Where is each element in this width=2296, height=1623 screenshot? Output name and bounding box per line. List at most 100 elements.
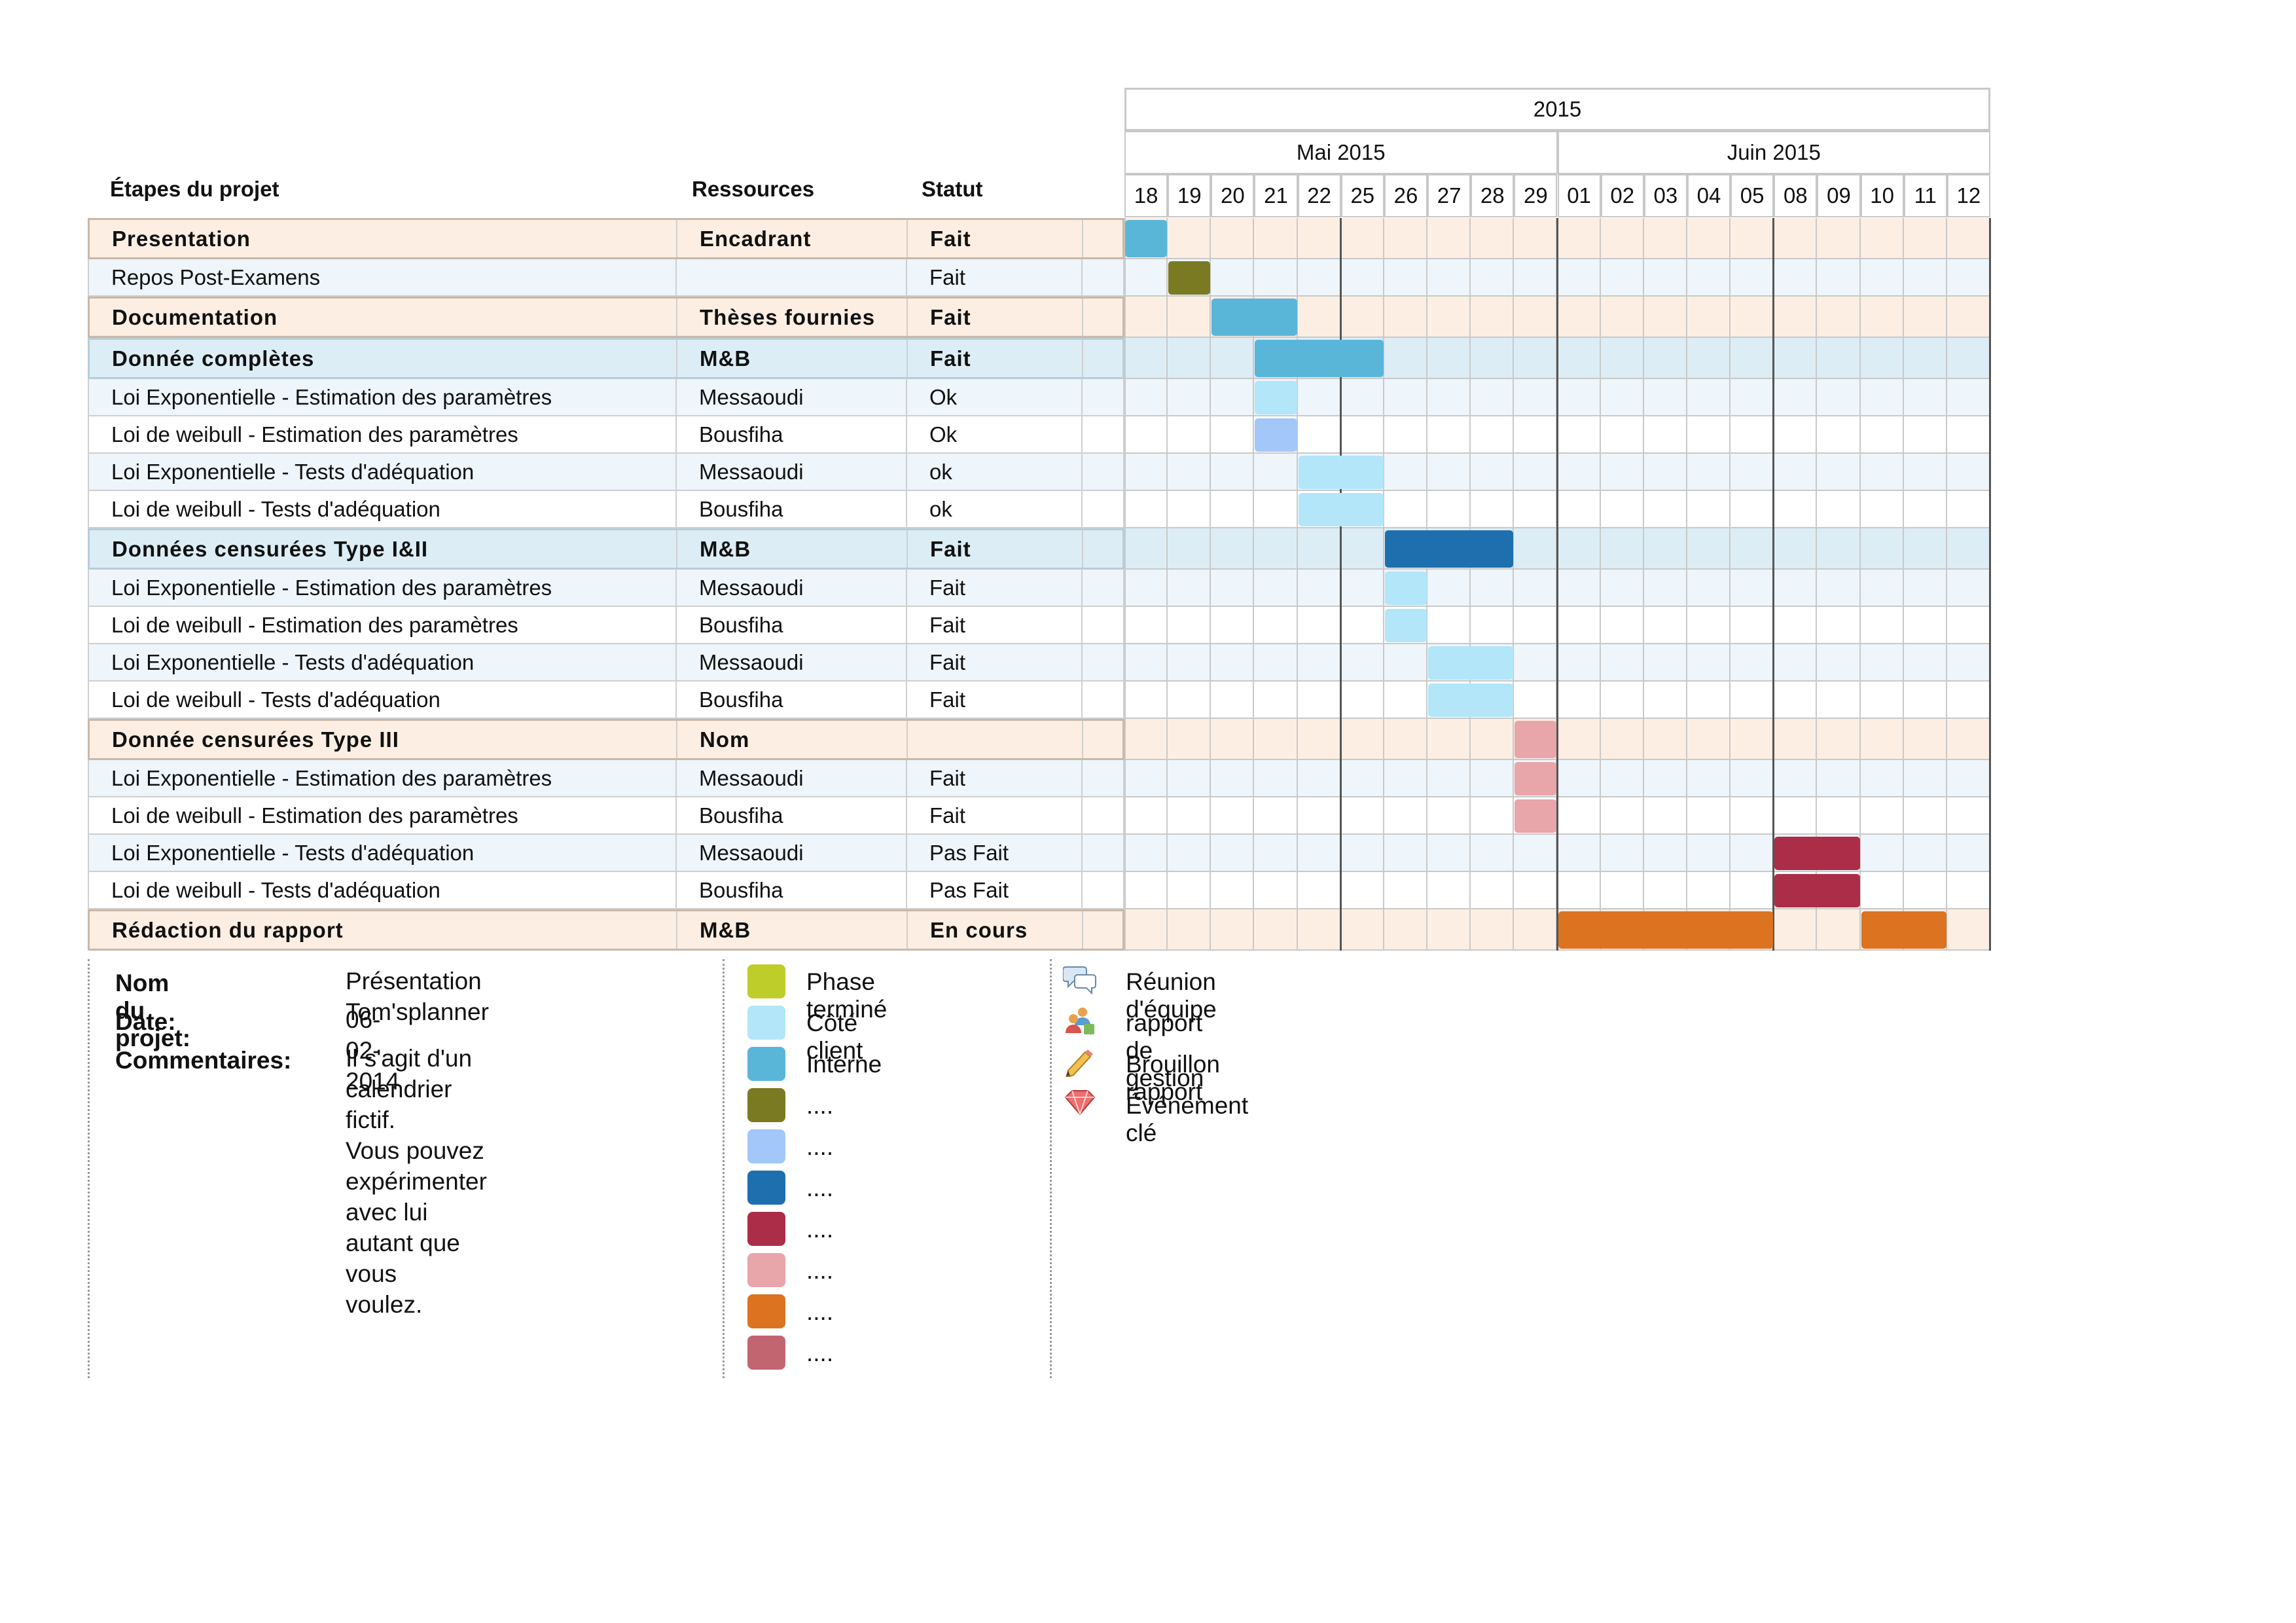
gantt-cell[interactable] <box>1124 379 1168 416</box>
gantt-cell[interactable] <box>1903 835 1947 872</box>
gantt-cell[interactable] <box>1946 682 1990 719</box>
gantt-cell[interactable] <box>1946 760 1990 797</box>
task-bar[interactable] <box>1298 493 1384 526</box>
gantt-cell[interactable] <box>1384 760 1428 797</box>
gantt-cell[interactable] <box>1774 644 1818 682</box>
gantt-cell[interactable] <box>1687 416 1731 454</box>
gantt-cell[interactable] <box>1903 297 1947 338</box>
gantt-cell[interactable] <box>1340 909 1384 951</box>
gantt-cell[interactable] <box>1427 872 1471 909</box>
gantt-cell[interactable] <box>1557 570 1601 607</box>
gantt-cell[interactable] <box>1731 491 1774 528</box>
gantt-cell[interactable] <box>1731 416 1774 454</box>
gantt-cell[interactable] <box>1687 528 1731 570</box>
task-row[interactable]: Loi de weibull - Tests d'adéquation Bousf… <box>88 872 1124 909</box>
gantt-cell[interactable] <box>1514 528 1558 570</box>
gantt-cell[interactable] <box>1687 835 1731 872</box>
gantt-cell[interactable] <box>1860 416 1904 454</box>
group-row[interactable]: Documentation Thèses fournies Fait <box>88 297 1124 338</box>
gantt-cell[interactable] <box>1860 760 1904 797</box>
gantt-cell[interactable] <box>1427 338 1471 379</box>
gantt-cell[interactable] <box>1687 760 1731 797</box>
gantt-cell[interactable] <box>1168 682 1211 719</box>
gantt-cell[interactable] <box>1124 259 1168 297</box>
gantt-cell[interactable] <box>1774 259 1818 297</box>
gantt-cell[interactable] <box>1514 644 1558 682</box>
gantt-cell[interactable] <box>1817 218 1861 259</box>
gantt-cell[interactable] <box>1817 297 1861 338</box>
gantt-cell[interactable] <box>1774 570 1818 607</box>
gantt-cell[interactable] <box>1643 259 1687 297</box>
gantt-cell[interactable] <box>1860 379 1904 416</box>
gantt-cell[interactable] <box>1254 760 1298 797</box>
gantt-cell[interactable] <box>1687 682 1731 719</box>
gantt-cell[interactable] <box>1557 797 1601 835</box>
gantt-cell[interactable] <box>1254 570 1298 607</box>
gantt-cell[interactable] <box>1471 259 1515 297</box>
task-bar[interactable] <box>1428 646 1514 680</box>
gantt-cell[interactable] <box>1903 379 1947 416</box>
gantt-cell[interactable] <box>1514 872 1558 909</box>
gantt-cell[interactable] <box>1860 297 1904 338</box>
gantt-cell[interactable] <box>1817 491 1861 528</box>
gantt-cell[interactable] <box>1168 297 1211 338</box>
gantt-cell[interactable] <box>1384 719 1428 760</box>
gantt-cell[interactable] <box>1600 454 1644 491</box>
gantt-cell[interactable] <box>1384 682 1428 719</box>
gantt-cell[interactable] <box>1731 719 1774 760</box>
group-row[interactable]: Rédaction du rapport M&B En cours <box>88 909 1124 951</box>
group-row[interactable]: Donnée censurées Type III Nom <box>88 719 1124 760</box>
gantt-cell[interactable] <box>1124 297 1168 338</box>
gantt-cell[interactable] <box>1340 719 1384 760</box>
gantt-cell[interactable] <box>1254 607 1298 644</box>
gantt-cell[interactable] <box>1731 297 1774 338</box>
gantt-cell[interactable] <box>1340 872 1384 909</box>
gantt-cell[interactable] <box>1946 528 1990 570</box>
gantt-cell[interactable] <box>1340 416 1384 454</box>
gantt-cell[interactable] <box>1687 259 1731 297</box>
gantt-cell[interactable] <box>1903 259 1947 297</box>
gantt-cell[interactable] <box>1557 760 1601 797</box>
gantt-cell[interactable] <box>1514 454 1558 491</box>
gantt-cell[interactable] <box>1254 528 1298 570</box>
gantt-cell[interactable] <box>1168 607 1211 644</box>
gantt-cell[interactable] <box>1168 797 1211 835</box>
gantt-cell[interactable] <box>1384 835 1428 872</box>
gantt-cell[interactable] <box>1514 682 1558 719</box>
gantt-cell[interactable] <box>1471 338 1515 379</box>
gantt-cell[interactable] <box>1427 454 1471 491</box>
gantt-cell[interactable] <box>1124 909 1168 951</box>
task-row[interactable]: Loi Exponentielle - Tests d'adéquation Me… <box>88 644 1124 682</box>
gantt-cell[interactable] <box>1946 570 1990 607</box>
gantt-cell[interactable] <box>1557 835 1601 872</box>
gantt-cell[interactable] <box>1124 682 1168 719</box>
gantt-cell[interactable] <box>1384 872 1428 909</box>
gantt-cell[interactable] <box>1687 644 1731 682</box>
gantt-cell[interactable] <box>1903 797 1947 835</box>
task-bar[interactable] <box>1774 874 1860 907</box>
gantt-cell[interactable] <box>1124 607 1168 644</box>
gantt-cell[interactable] <box>1946 719 1990 760</box>
task-bar[interactable] <box>1774 837 1860 870</box>
gantt-cell[interactable] <box>1600 644 1644 682</box>
gantt-cell[interactable] <box>1124 835 1168 872</box>
gantt-cell[interactable] <box>1427 416 1471 454</box>
gantt-cell[interactable] <box>1471 379 1515 416</box>
gantt-cell[interactable] <box>1254 835 1298 872</box>
gantt-cell[interactable] <box>1903 491 1947 528</box>
gantt-cell[interactable] <box>1600 570 1644 607</box>
gantt-cell[interactable] <box>1427 491 1471 528</box>
gantt-cell[interactable] <box>1946 218 1990 259</box>
gantt-cell[interactable] <box>1340 379 1384 416</box>
gantt-cell[interactable] <box>1643 760 1687 797</box>
gantt-cell[interactable] <box>1557 644 1601 682</box>
gantt-cell[interactable] <box>1124 528 1168 570</box>
gantt-cell[interactable] <box>1946 644 1990 682</box>
gantt-cell[interactable] <box>1471 872 1515 909</box>
task-bar[interactable] <box>1211 299 1297 336</box>
gantt-cell[interactable] <box>1471 570 1515 607</box>
gantt-cell[interactable] <box>1817 259 1861 297</box>
gantt-cell[interactable] <box>1211 570 1255 607</box>
gantt-cell[interactable] <box>1643 297 1687 338</box>
gantt-cell[interactable] <box>1514 338 1558 379</box>
